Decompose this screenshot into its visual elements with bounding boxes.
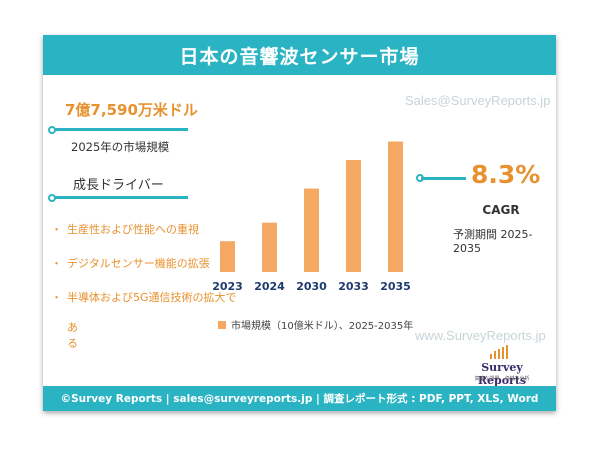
logo-bars-icon xyxy=(490,345,508,359)
x-tick-label: 2033 xyxy=(338,280,369,293)
logo: Survey Reports 高度な視界、卓越な分析 xyxy=(462,345,542,387)
cagr-label: CAGR xyxy=(482,203,520,217)
list-item: ・生産性および性能への重視 xyxy=(51,221,199,237)
bar-2024 xyxy=(262,222,277,272)
bar-2023 xyxy=(220,241,235,272)
legend-swatch xyxy=(218,320,226,329)
footer-bar: ©Survey Reports | sales@surveyreports.jp… xyxy=(43,386,556,411)
market-year-label: 2025年の市場規模 xyxy=(71,140,170,154)
cagr-divider-line xyxy=(421,177,466,180)
footer-text: ©Survey Reports | sales@surveyreports.jp… xyxy=(60,393,539,405)
bullet: ・ xyxy=(51,291,62,304)
driver-text: デジタルセンサー機能の拡張 xyxy=(67,257,210,270)
x-tick-label: 2023 xyxy=(212,280,243,293)
legend-label: 市場規模（10億米ドル）、2025-2035年 xyxy=(231,321,414,332)
market-value: 7億7,590万米ドル xyxy=(65,101,198,119)
watermark-email: Sales@SurveyReports.jp xyxy=(405,93,551,108)
driver-text: 生産性および性能への重視 xyxy=(67,223,199,236)
bullet: ・ xyxy=(51,257,62,270)
driver-text: 半導体および5G通信技術の拡大で xyxy=(67,291,237,304)
x-tick-label: 2035 xyxy=(380,280,411,293)
forecast-period: 予測期間 2025-2035 xyxy=(453,228,533,255)
x-tick-label: 2030 xyxy=(296,280,327,293)
logo-name: Survey Reports xyxy=(477,361,527,387)
market-divider-dot xyxy=(48,126,56,134)
bar-chart: 2023 2024 2030 2033 2035 xyxy=(212,141,411,293)
market-divider-line xyxy=(53,128,188,131)
list-item: ・半導体および5G通信技術の拡大で xyxy=(51,289,237,305)
page-title: 日本の音響波センサー市場 xyxy=(179,45,420,68)
watermark-url: www.SurveyReports.jp xyxy=(415,328,546,343)
drivers-divider-line xyxy=(53,196,188,199)
driver-continuation: ある xyxy=(67,321,78,350)
bar-2035 xyxy=(388,141,403,272)
drivers-divider-dot xyxy=(48,194,56,202)
drivers-title: 成長ドライバー xyxy=(73,178,164,193)
infographic-card: 日本の音響波センサー市場 7億7,590万米ドル 2025年の市場規模 成長ドラ… xyxy=(43,35,556,411)
list-item: ・デジタルセンサー機能の拡張 xyxy=(51,255,210,271)
cagr-value: 8.3% xyxy=(471,160,541,189)
bar-2030 xyxy=(304,188,319,272)
x-tick-label: 2024 xyxy=(254,280,285,293)
chart-legend: 市場規模（10億米ドル）、2025-2035年 xyxy=(218,317,413,332)
bullet: ・ xyxy=(51,223,62,236)
header-bar: 日本の音響波センサー市場 xyxy=(43,35,556,75)
bar-2033 xyxy=(346,160,361,272)
logo-tagline: 高度な視界、卓越な分析 xyxy=(474,376,530,382)
